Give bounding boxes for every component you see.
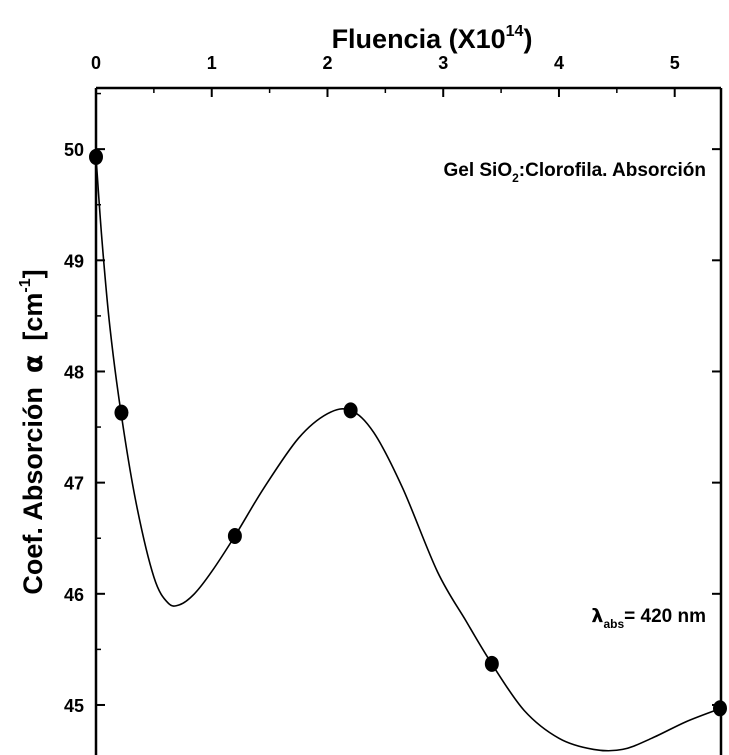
data-point [343,402,358,419]
wavelength-symbol: λ [591,605,603,627]
x-tick-label: 4 [554,53,564,73]
y-axis-title-unit-close: ] [18,269,48,278]
y-tick-label: 49 [64,251,84,271]
wavelength-annotation: λabs= 420 nm [591,605,706,631]
x-tick-label: 1 [207,53,217,73]
y-tick-label: 46 [64,585,84,605]
wavelength-subscript: abs [603,617,624,631]
data-point [227,528,242,545]
data-point [89,148,103,165]
sample-annotation-subscript: 2 [512,171,519,185]
x-axis-title-base: Fluencia (X10 [332,24,506,54]
fit-curve-layer [95,156,722,752]
fit-curve [95,156,722,752]
y-axis-title-unit-open: [cm [18,293,48,341]
x-axis-title-close: ) [523,24,532,54]
x-tick-label: 3 [438,53,448,73]
x-tick-label: 0 [91,53,101,73]
y-tick-label: 45 [64,696,84,716]
data-points [89,148,727,717]
sample-annotation: Gel SiO2:Clorofila. Absorción [443,160,706,185]
x-axis-ticks: 0 1 2 3 4 5 [91,53,680,97]
y-axis-title-unit-superscript: -1 [17,278,34,292]
wavelength-value: = 420 nm [624,606,706,627]
y-axis-ticks: 45 46 47 48 49 50 [64,92,721,716]
y-axis-title-main: Coef. Absorción [18,387,48,595]
x-tick-label: 2 [322,53,332,73]
sample-annotation-post: :Clorofila. Absorción [519,160,706,181]
y-axis-title-alpha: α [18,355,49,374]
data-point [713,700,727,717]
x-tick-label: 5 [670,53,680,73]
y-tick-label: 48 [64,362,84,382]
plot-frame [94,86,723,755]
x-axis-title: Fluencia (X1014) [332,23,533,54]
y-tick-label: 50 [64,140,84,160]
y-tick-label: 47 [64,474,84,494]
x-axis-title-superscript: 14 [506,23,524,40]
data-point [484,655,499,672]
y-axis-title: Coef. Absorción α [cm-1] [17,269,49,594]
sample-annotation-pre: Gel SiO [443,160,512,181]
data-point [114,404,129,421]
